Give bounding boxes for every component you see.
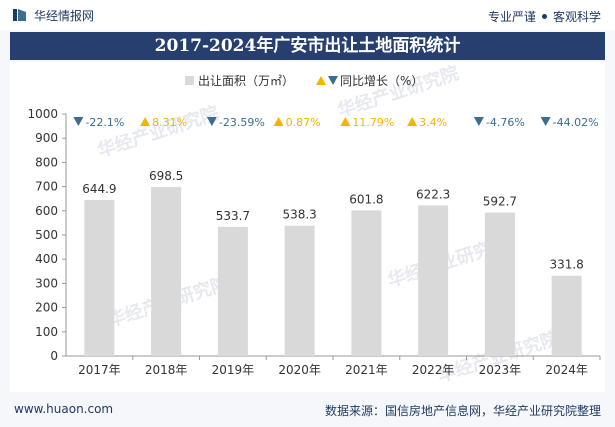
y-tick-label: 800 [35, 155, 58, 169]
legend-label-growth: 同比增长（%） [340, 74, 423, 88]
bar-2 [217, 226, 248, 356]
bar-7 [551, 275, 582, 356]
value-labels: 644.9 698.5 533.7 538.3 601.8 622.3 592.7 331.8 [82, 169, 584, 272]
bar-value-label: 331.8 [549, 258, 583, 272]
brand[interactable]: 华经情报网 [12, 7, 94, 23]
tagline-right: 客观科学 [552, 10, 601, 24]
x-tick-label: 2020年 [278, 363, 321, 377]
growth-up-triangle-icon [273, 117, 284, 126]
growth-down-triangle-icon [473, 117, 484, 126]
x-tick-label: 2019年 [212, 363, 255, 377]
y-tick-label: 100 [35, 325, 58, 339]
growth-value-label: 8.31% [152, 116, 187, 129]
bar-0 [84, 199, 115, 356]
bar-value-label: 698.5 [149, 169, 183, 183]
x-tick-label: 2021年 [345, 363, 388, 377]
x-tick-label: 2023年 [479, 363, 522, 377]
tagline-left: 专业严谨 [487, 10, 536, 24]
bar-value-label: 644.9 [82, 182, 116, 196]
footer: www.huaon.com 数据来源：国信房地产信息网，华经产业研究院整理 [0, 395, 615, 427]
bar-6 [484, 212, 515, 356]
growth-down-triangle-icon [73, 117, 84, 126]
tagline-separator-dot-icon [541, 14, 547, 19]
legend: 出让面积（万㎡） 同比增长（%） [185, 74, 423, 88]
bar-chart: 华经产业研究院华经产业研究院华经产业研究院华经产业研究院华经产业研究院 出让面积… [27, 62, 601, 387]
bars [84, 186, 582, 356]
axes: 0 100 200 300 400 500 600 700 800 900 1000 2017年 201… [27, 107, 601, 377]
huajing-logo-icon [13, 9, 26, 21]
y-tick-label: 1000 [27, 107, 58, 121]
bar-value-label: 622.3 [416, 187, 450, 201]
bar-1 [151, 186, 182, 356]
legend-down-triangle-icon [328, 76, 338, 85]
legend-swatch-area [185, 76, 194, 85]
legend-up-triangle-icon [316, 76, 326, 85]
growth-labels: -22.1% 8.31% -23.59% 0.87% 11.79% 3.4% -4.76% -… [73, 116, 599, 129]
y-tick-label: 400 [35, 252, 58, 266]
y-tick-label: 500 [35, 228, 58, 242]
y-tick-label: 0 [50, 349, 58, 363]
x-tick-label: 2022年 [412, 363, 455, 377]
y-tick-label: 600 [35, 204, 58, 218]
site-link[interactable]: www.huaon.com [14, 402, 114, 416]
watermark-text: 华经产业研究院 [335, 62, 462, 122]
growth-down-triangle-icon [206, 117, 217, 126]
growth-value-label: 0.87% [286, 116, 321, 129]
growth-value-label: -4.76% [486, 116, 525, 129]
growth-value-label: -22.1% [85, 116, 124, 129]
bar-5 [418, 205, 449, 356]
growth-up-triangle-icon [407, 117, 418, 126]
tagline: 专业严谨 客观科学 [488, 8, 601, 25]
bar-value-label: 601.8 [349, 192, 383, 206]
growth-up-triangle-icon [140, 117, 151, 126]
bar-3 [284, 225, 315, 356]
growth-value-label: 3.4% [419, 116, 447, 129]
x-tick-label: 2018年 [145, 363, 188, 377]
chart-area: 华经产业研究院华经产业研究院华经产业研究院华经产业研究院华经产业研究院 出让面积… [10, 62, 605, 392]
y-tick-label: 700 [35, 180, 58, 194]
y-tick-label: 300 [35, 276, 58, 290]
top-bar: 华经情报网 专业严谨 客观科学 [0, 0, 615, 30]
growth-up-triangle-icon [340, 117, 351, 126]
data-source: 数据来源：国信房地产信息网，华经产业研究院整理 [324, 404, 601, 418]
legend-label-area: 出让面积（万㎡） [198, 74, 294, 88]
y-tick-label: 200 [35, 301, 58, 315]
bar-value-label: 592.7 [483, 195, 517, 209]
brand-name: 华经情报网 [34, 8, 95, 23]
y-tick-label: 900 [35, 131, 58, 145]
growth-down-triangle-icon [540, 117, 551, 126]
bar-4 [351, 210, 382, 356]
x-tick-label: 2017年 [78, 363, 121, 377]
watermark-text: 华经产业研究院 [95, 102, 222, 162]
x-tick-label: 2024年 [545, 363, 588, 377]
growth-value-label: -23.59% [219, 116, 265, 129]
chart-title: 2017-2024年广安市出让土地面积统计 [10, 32, 605, 60]
growth-value-label: -44.02% [553, 116, 599, 129]
bar-value-label: 538.3 [282, 208, 316, 222]
bar-value-label: 533.7 [216, 209, 250, 223]
growth-value-label: 11.79% [352, 116, 394, 129]
